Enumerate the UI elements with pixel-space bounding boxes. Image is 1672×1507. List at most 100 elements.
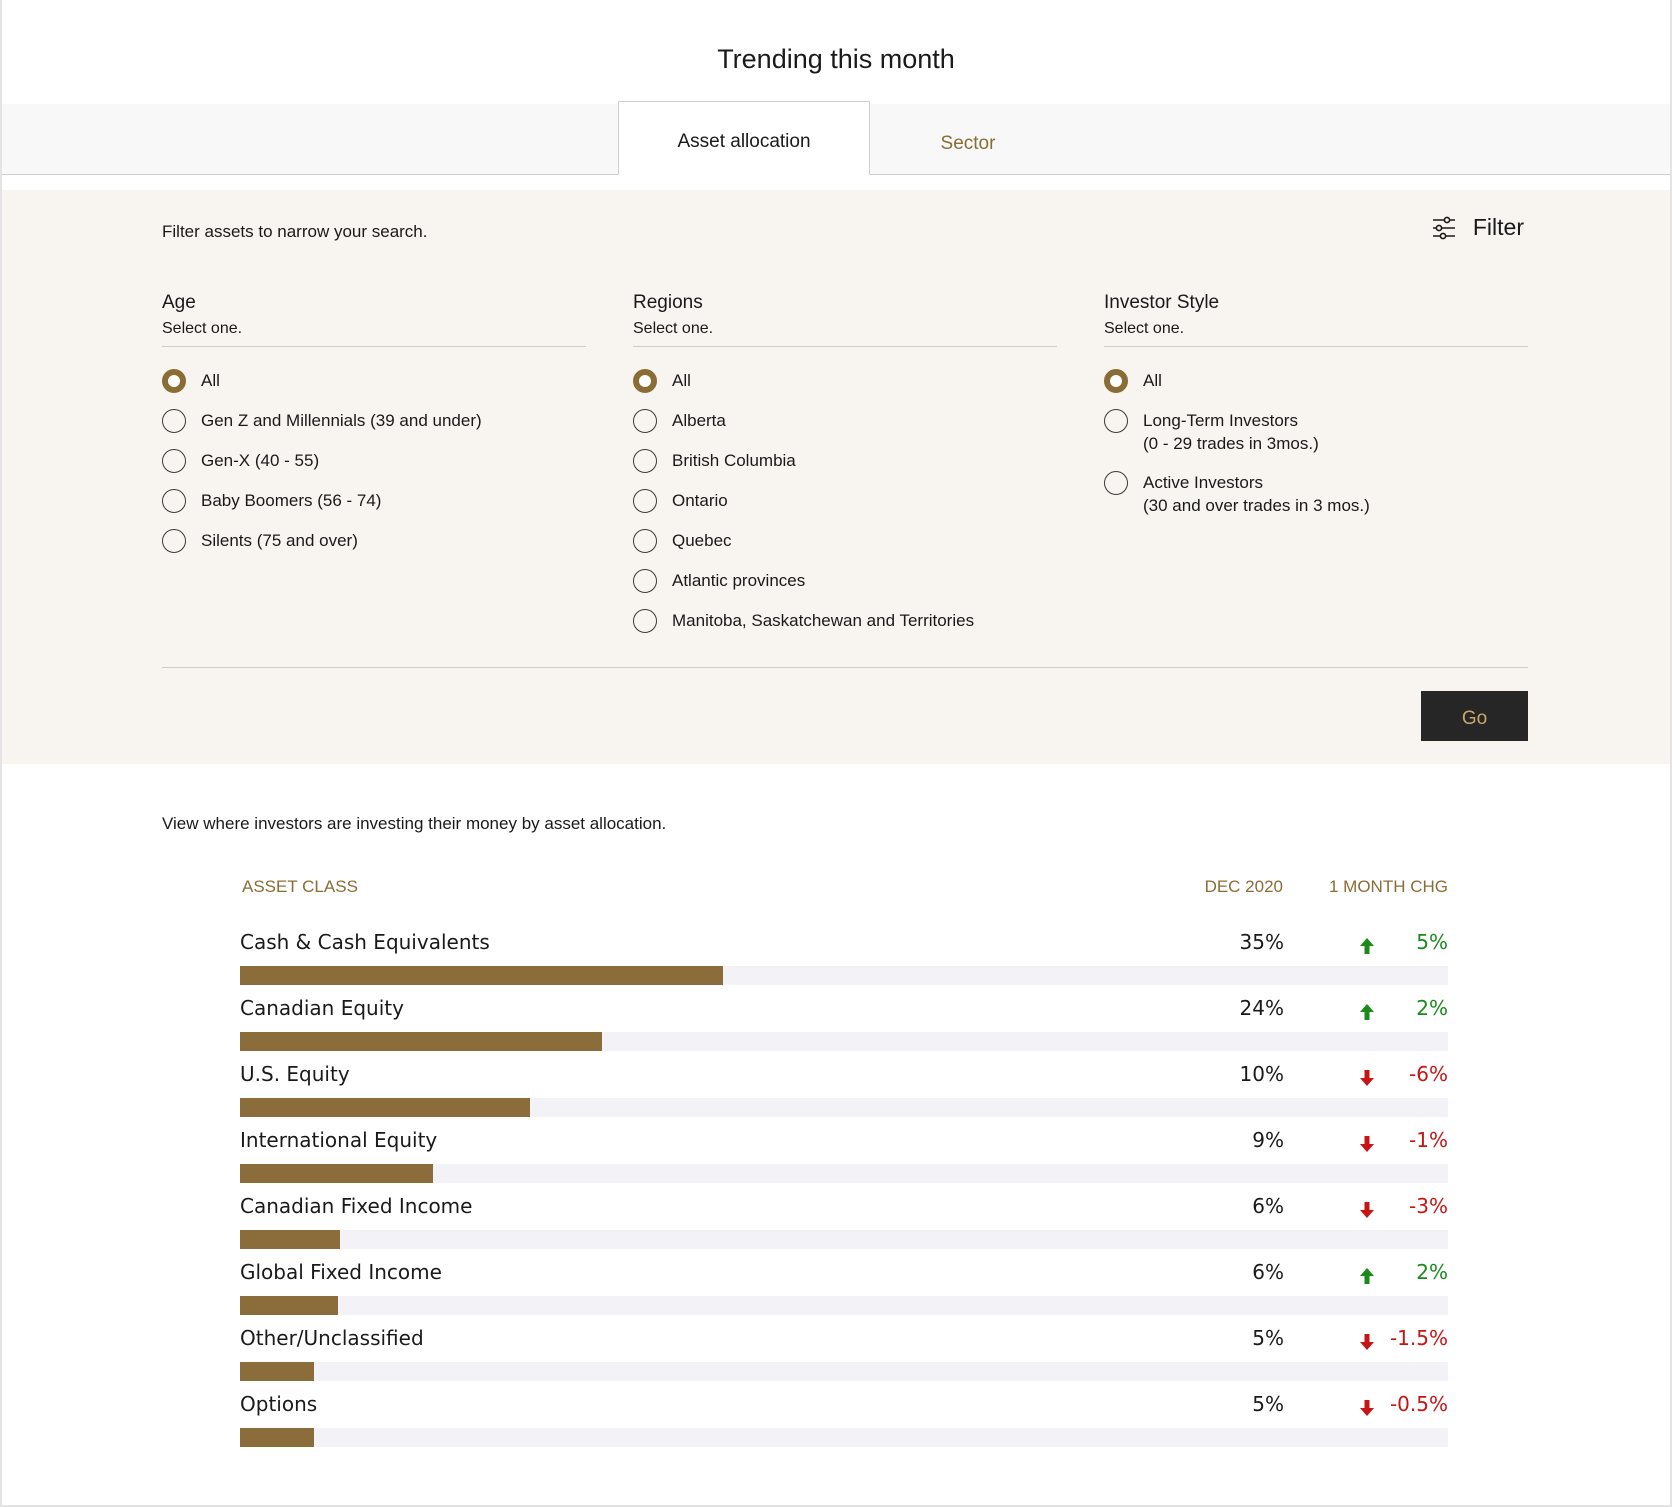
go-button[interactable]: Go [1421,691,1528,741]
header-asset-class: ASSET CLASS [242,877,358,896]
investor-style-filter-group: Investor Style Select one. All Long-Term… [1104,292,1528,533]
region-option-british-columbia[interactable]: British Columbia [633,449,1057,473]
table-row: Options 5% -0.5% [240,1392,1448,1458]
bar-fill [240,1032,602,1051]
arrow-down-icon [1360,1070,1374,1086]
panel-divider [162,667,1528,668]
arrow-down-icon [1360,1334,1374,1350]
row-change: -3% [1409,1194,1448,1218]
tab-asset-allocation[interactable]: Asset allocation [618,101,870,175]
bar-track [240,1032,1448,1051]
region-option-quebec[interactable]: Quebec [633,529,1057,553]
radio-button[interactable] [633,409,657,433]
table-row: Global Fixed Income 6% 2% [240,1260,1448,1326]
age-option-gen-z-millennials[interactable]: Gen Z and Millennials (39 and under) [162,409,586,433]
arrow-down-icon [1360,1136,1374,1152]
radio-button[interactable] [633,489,657,513]
filter-panel: Filter assets to narrow your search. Fil… [2,190,1670,764]
row-value: 35% [1239,930,1284,954]
bar-fill [240,1098,530,1117]
style-option-long-term[interactable]: Long-Term Investors (0 - 29 trades in 3mo… [1104,409,1528,455]
radio-button[interactable] [1104,471,1128,495]
tab-sector[interactable]: Sector [940,133,996,154]
sliders-icon [1432,216,1455,239]
row-label: U.S. Equity [240,1062,350,1086]
age-group-title: Age [162,292,196,313]
bar-fill [240,1296,338,1315]
radio-button[interactable] [633,369,657,393]
age-option-silents[interactable]: Silents (75 and over) [162,529,586,553]
table-row: Canadian Equity 24% 2% [240,996,1448,1062]
style-option-all[interactable]: All [1104,369,1528,393]
bar-track [240,1428,1448,1447]
radio-button[interactable] [162,409,186,433]
row-change: -1.5% [1389,1326,1448,1350]
radio-button[interactable] [633,569,657,593]
region-option-alberta[interactable]: Alberta [633,409,1057,433]
radio-button[interactable] [162,489,186,513]
row-change: -0.5% [1389,1392,1448,1416]
page-title: Trending this month [717,44,955,74]
bar-track [240,1230,1448,1249]
radio-button[interactable] [633,609,657,633]
radio-button[interactable] [1104,409,1128,433]
region-option-manitoba-sask-territories[interactable]: Manitoba, Saskatchewan and Territories [633,609,1057,633]
arrow-down-icon [1360,1202,1374,1218]
filter-toggle-button[interactable]: Filter [1431,214,1524,241]
radio-button[interactable] [162,369,186,393]
regions-group-hint: Select one. [633,320,1057,347]
row-label: International Equity [240,1128,438,1152]
row-value: 10% [1239,1062,1284,1086]
age-group-hint: Select one. [162,320,586,347]
age-filter-group: Age Select one. All Gen Z and Millennial… [162,292,586,569]
bar-track [240,1296,1448,1315]
tab-bar: Asset allocation Sector [2,101,1670,175]
region-option-all[interactable]: All [633,369,1057,393]
table-row: Other/Unclassified 5% -1.5% [240,1326,1448,1392]
radio-button[interactable] [633,449,657,473]
radio-button[interactable] [162,449,186,473]
age-option-all[interactable]: All [162,369,586,393]
bar-fill [240,1230,340,1249]
row-label: Cash & Cash Equivalents [240,930,490,954]
row-value: 6% [1252,1260,1284,1284]
row-value: 6% [1252,1194,1284,1218]
row-value: 24% [1239,996,1284,1020]
row-value: 5% [1252,1392,1284,1416]
age-option-gen-x[interactable]: Gen-X (40 - 55) [162,449,586,473]
bar-track [240,966,1448,985]
results-intro: View where investors are investing their… [162,814,667,833]
row-change: 5% [1416,930,1448,954]
row-change: 2% [1416,1260,1448,1284]
style-option-active[interactable]: Active Investors (30 and over trades in 3… [1104,471,1528,517]
filter-intro: Filter assets to narrow your search. [162,222,428,241]
header-period: DEC 2020 [1204,877,1283,896]
radio-button[interactable] [633,529,657,553]
table-row: International Equity 9% -1% [240,1128,1448,1194]
regions-group-title: Regions [633,292,703,313]
region-option-atlantic[interactable]: Atlantic provinces [633,569,1057,593]
row-change: -6% [1409,1062,1448,1086]
table-row: Cash & Cash Equivalents 35% 5% [240,930,1448,996]
investor-style-group-title: Investor Style [1104,292,1220,313]
bar-fill [240,966,723,985]
region-option-ontario[interactable]: Ontario [633,489,1057,513]
row-label: Global Fixed Income [240,1260,442,1284]
radio-button[interactable] [1104,369,1128,393]
row-value: 9% [1252,1128,1284,1152]
row-value: 5% [1252,1326,1284,1350]
filter-toggle-label: Filter [1472,214,1524,240]
row-label: Other/Unclassified [240,1326,424,1350]
table-row: Canadian Fixed Income 6% -3% [240,1194,1448,1260]
radio-button[interactable] [162,529,186,553]
bar-fill [240,1164,433,1183]
bar-track [240,1164,1448,1183]
bar-fill [240,1362,314,1381]
arrow-down-icon [1360,1400,1374,1416]
bar-track [240,1098,1448,1117]
arrow-up-icon [1360,1268,1374,1284]
bar-fill [240,1428,314,1447]
arrow-up-icon [1360,938,1374,954]
age-option-baby-boomers[interactable]: Baby Boomers (56 - 74) [162,489,586,513]
